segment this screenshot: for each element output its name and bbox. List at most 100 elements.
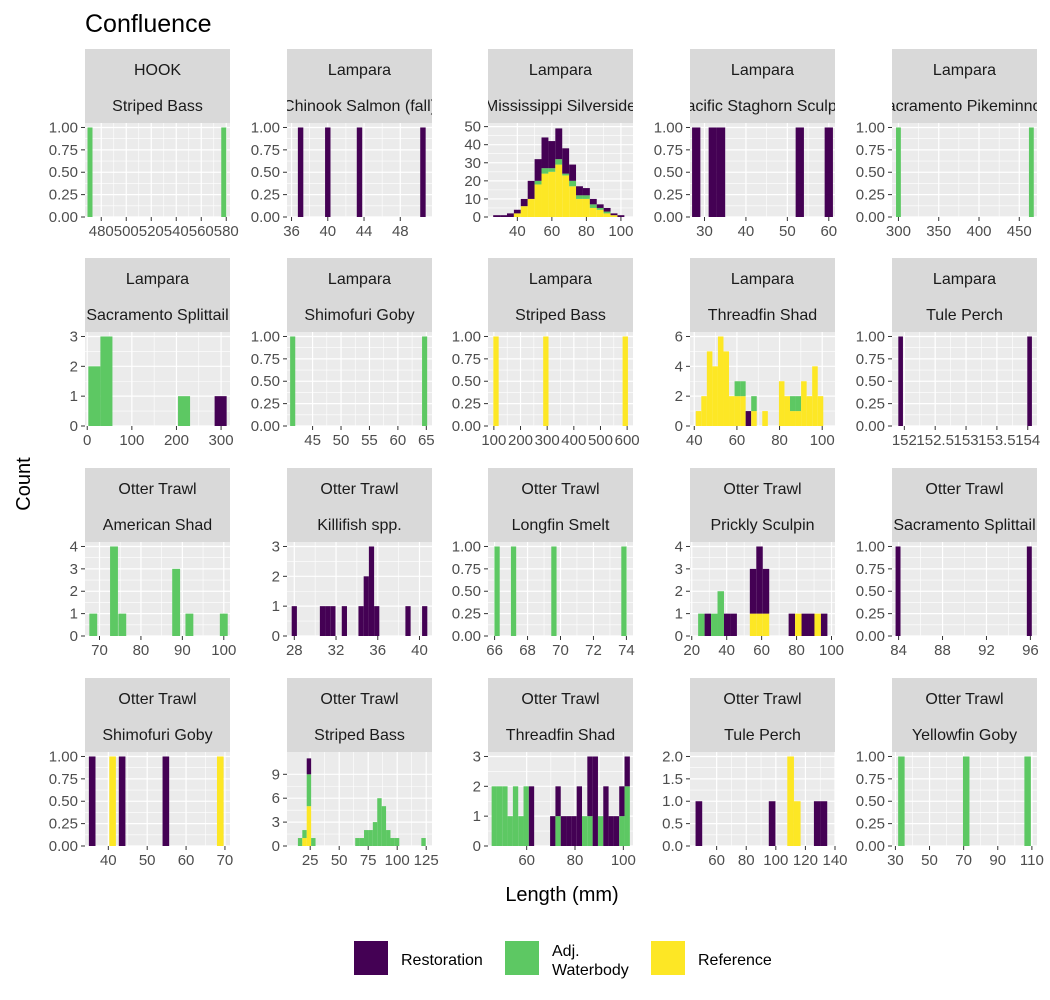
panel-background <box>690 752 835 846</box>
facet-gear-label: Otter Trawl <box>723 481 801 498</box>
facet-gear-label: Otter Trawl <box>521 691 599 708</box>
y-tick-label: 0.00 <box>251 418 280 435</box>
bar-restoration <box>589 198 597 205</box>
bar-restoration <box>603 207 611 212</box>
x-tick-label: 100 <box>481 432 506 449</box>
bar-restoration <box>596 204 604 208</box>
bar-restoration <box>813 801 821 846</box>
legend-key-restoration <box>354 941 388 975</box>
bar-adj-waterbody <box>597 816 604 846</box>
bar-adj-waterbody <box>221 127 227 217</box>
facet-panel: Lampara Sacramento Pikeminnow 0.00 0.25 0.50… <box>856 49 1050 240</box>
bar-reference <box>527 198 535 217</box>
facet-species-label: Sacramento Pikeminnow <box>876 98 1050 115</box>
y-tick-label: 0.25 <box>856 396 885 413</box>
y-tick-label: 0.75 <box>251 351 280 368</box>
y-tick-label: 0.75 <box>49 771 78 788</box>
facet-gear-label: Otter Trawl <box>320 481 398 498</box>
facet-panel: Otter Trawl Prickly Sculpin 0 1 2 3 4 20 40 60 80 1… <box>675 468 844 659</box>
bar-adj-waterbody <box>421 838 426 846</box>
bar-restoration <box>562 148 570 174</box>
bar-restoration <box>325 127 331 217</box>
bar-adj-waterbody <box>368 830 373 846</box>
bar-reference <box>603 213 611 217</box>
facet-gear-label: Lampara <box>731 62 794 79</box>
bar-restoration <box>356 127 363 217</box>
bar-restoration <box>692 127 701 217</box>
bar-adj-waterbody <box>619 816 625 846</box>
x-tick-label: 350 <box>926 223 951 240</box>
bar-reference <box>801 381 807 426</box>
bar-reference <box>734 396 741 426</box>
facet-panel: Otter Trawl American Shad 0 1 2 3 4 70 80 90 100 <box>70 468 236 659</box>
x-tick-label: 0 <box>83 432 91 449</box>
panel-background <box>287 332 432 426</box>
x-tick-label: 60 <box>753 642 770 659</box>
bar-restoration <box>214 396 227 426</box>
x-tick-label: 84 <box>890 642 907 659</box>
bar-restoration <box>695 801 703 846</box>
bar-restoration <box>704 613 712 636</box>
bar-adj-waterbody <box>118 613 127 636</box>
bar-restoration <box>1026 546 1032 636</box>
facet-panel: Lampara Chinook Salmon (fall) 0.00 0.25 0.50… <box>251 49 432 240</box>
facet-strip <box>488 258 633 332</box>
bar-adj-waterbody <box>962 756 970 846</box>
facet-panel: Otter Trawl Sacramento Splittail 0.00 0.25 0… <box>856 468 1039 659</box>
bar-adj-waterbody <box>569 180 577 187</box>
y-tick-label: 0 <box>70 418 78 435</box>
legend-label-restoration: Restoration <box>401 952 483 969</box>
facet-species-label: Sacramento Splittail <box>893 517 1035 534</box>
bar-restoration <box>820 613 828 636</box>
x-tick-label: 100 <box>819 642 844 659</box>
bar-restoration <box>560 816 567 846</box>
y-tick-label: 0.50 <box>452 583 481 600</box>
x-tick-label: 200 <box>164 432 189 449</box>
facet-gear-label: Lampara <box>328 271 391 288</box>
bar-adj-waterbody <box>534 180 542 185</box>
facet-panel: Lampara Striped Bass 0.00 0.25 0.50 0.75 1.00 1… <box>452 258 640 449</box>
bar-reference <box>723 351 730 426</box>
y-tick-label: 0.00 <box>654 209 683 226</box>
bar-adj-waterbody <box>364 830 369 846</box>
bar-restoration <box>566 816 572 846</box>
bar-restoration <box>363 576 369 636</box>
facet-gear-label: Lampara <box>126 271 189 288</box>
bar-restoration <box>297 127 304 217</box>
bar-reference <box>562 175 570 217</box>
facet-species-label: Yellowfin Goby <box>912 727 1017 744</box>
x-tick-label: 480 <box>89 223 114 240</box>
bar-reference <box>706 351 713 426</box>
panel-background <box>85 542 230 636</box>
y-tick-label: 0.00 <box>452 628 481 645</box>
x-tick-label: 400 <box>966 223 991 240</box>
bar-reference <box>701 396 707 426</box>
panel-background <box>892 332 1037 426</box>
x-tick-label: 36 <box>369 642 386 659</box>
y-tick-label: 0.00 <box>856 418 885 435</box>
y-tick-label: 40 <box>464 137 481 154</box>
legend-label-reference: Reference <box>698 952 772 969</box>
bar-adj-waterbody <box>711 613 718 636</box>
legend-label-adj-line2: Waterbody <box>552 962 629 979</box>
y-tick-label: 0.00 <box>251 209 280 226</box>
x-tick-label: 100 <box>385 852 410 869</box>
x-tick-label: 50 <box>779 223 796 240</box>
bar-restoration <box>330 606 336 636</box>
bar-reference <box>784 396 791 426</box>
x-tick-label: 540 <box>164 223 189 240</box>
bar-restoration <box>569 164 577 181</box>
bar-adj-waterbody <box>740 381 746 397</box>
bar-adj-waterbody <box>717 591 724 636</box>
bar-adj-waterbody <box>502 786 508 846</box>
x-tick-label: 40 <box>100 852 117 869</box>
x-tick-label: 40 <box>738 223 755 240</box>
y-tick-label: 1.5 <box>662 771 683 788</box>
legend-label-adj-waterbody: Adj. Waterbody <box>552 943 629 979</box>
legend: Restoration Adj. Waterbody Reference <box>354 941 772 979</box>
facet-species-label: Pacific Staghorn Sculpin <box>676 98 849 115</box>
facet-gear-label: Lampara <box>328 62 391 79</box>
bar-reference <box>790 411 796 426</box>
panel-background <box>287 752 432 846</box>
y-tick-label: 1.00 <box>856 748 885 765</box>
